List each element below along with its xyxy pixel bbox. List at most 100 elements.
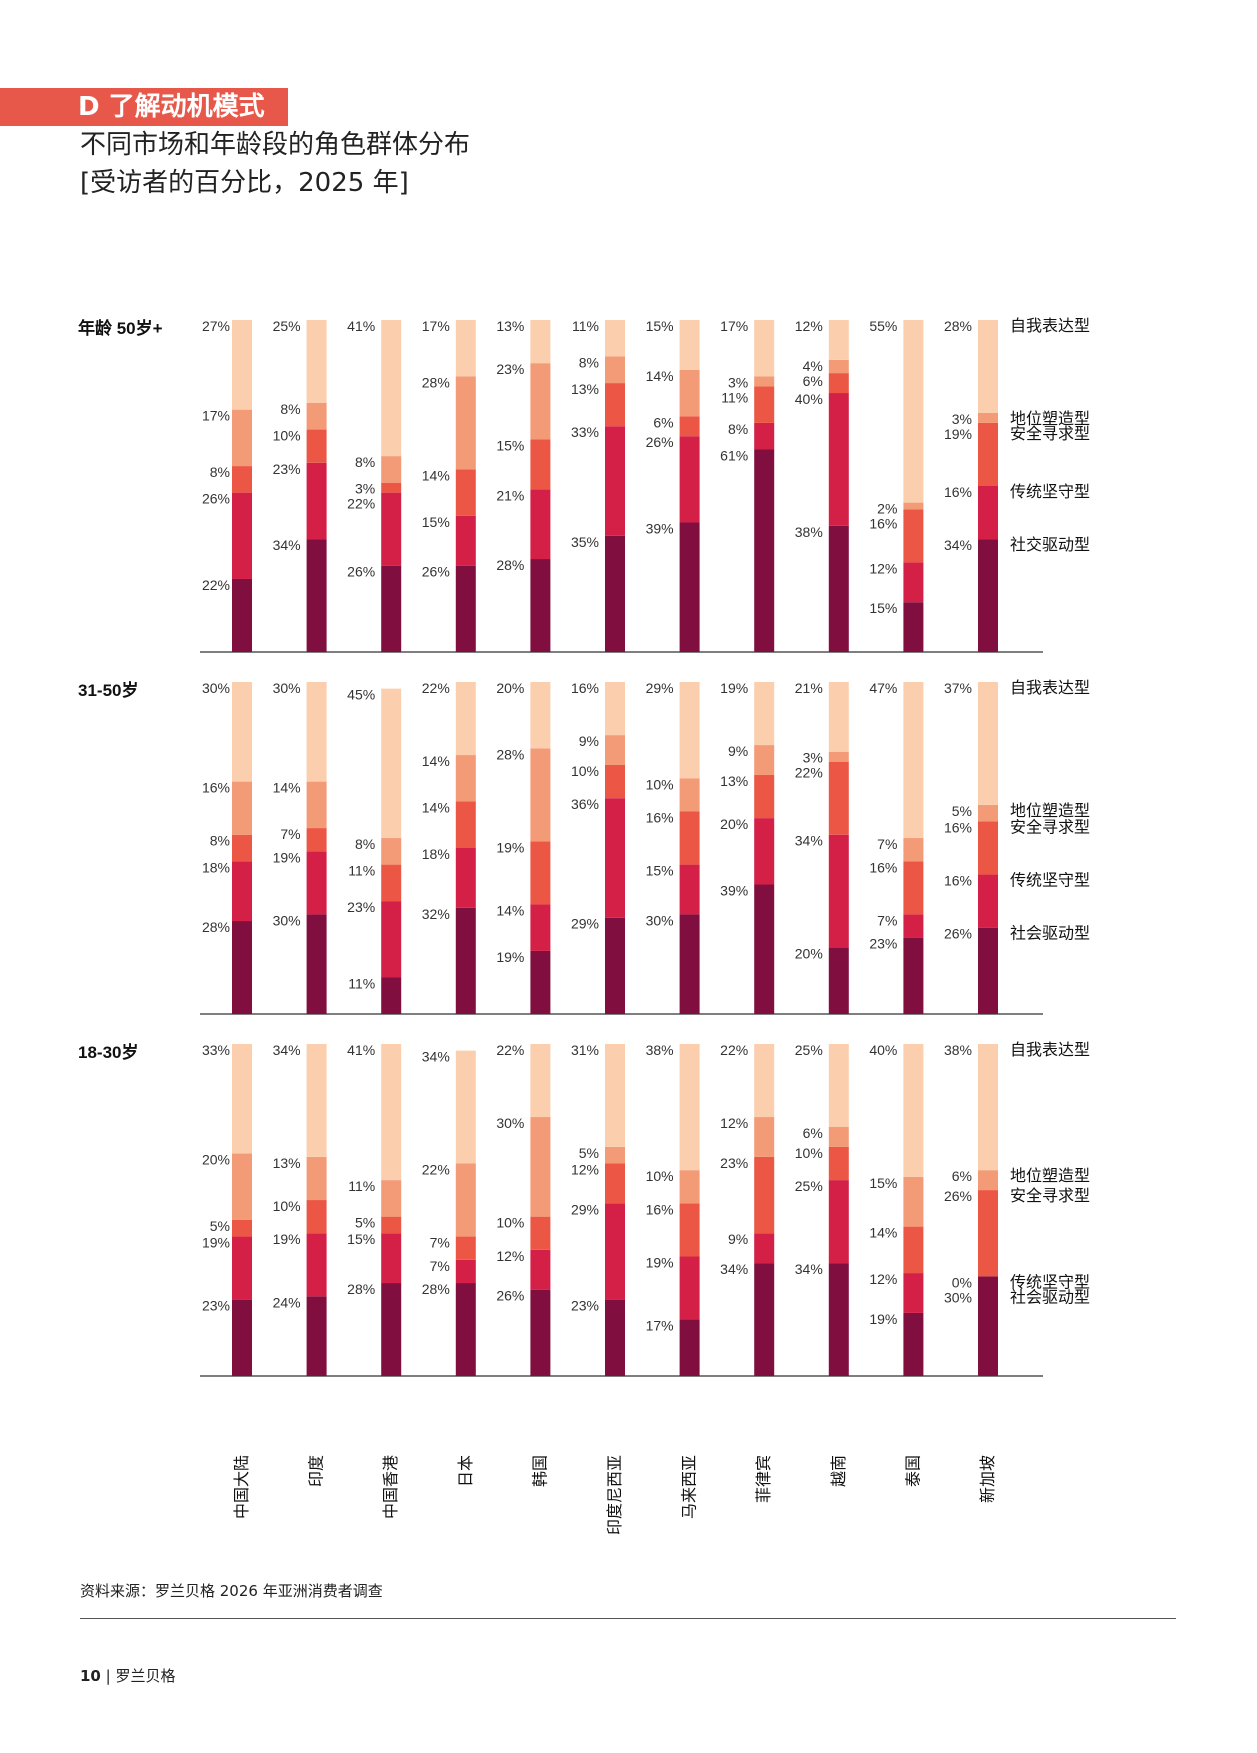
data-label: 17% [646,1318,674,1334]
data-label: 26% [422,564,450,580]
bar-segment [530,1117,551,1217]
data-label: 19% [720,680,748,696]
bar-segment [679,369,700,417]
bar-segment [679,682,700,779]
bar-segment [903,1273,924,1313]
data-label: 28% [422,1281,450,1297]
bar-segment [605,535,625,652]
bar-segment [530,748,551,842]
legend-label: 地位塑造型 [1010,1167,1090,1185]
bar-segment [978,1170,998,1191]
chart-title: 不同市场和年龄段的角色群体分布 [80,130,471,160]
data-label: 26% [496,1288,524,1304]
bar-segment [903,937,924,1014]
bar-segment [754,818,775,885]
legend-label: 安全寻求型 [1010,818,1090,836]
bar-segment [679,416,700,437]
bar-segment [828,682,849,752]
bar-segment [381,1216,402,1234]
data-label: 39% [646,521,674,537]
data-label: 6% [803,373,823,389]
bar-segment [978,804,998,822]
bar-segment [754,386,775,423]
bar-segment [679,320,700,370]
bar-segment [530,841,551,905]
bar-segment [903,502,924,510]
data-label: 31% [571,1042,599,1058]
data-label: 33% [202,1042,230,1058]
data-label: 10% [273,1198,301,1214]
data-label: 15% [869,600,897,616]
stacked-bar-chart: 年龄 50岁+ 27% 17% 8% 26% 22% 25% 8% 10% 23% 34% 41% 8%… [78,317,1090,1535]
data-label: 11% [348,1178,375,1194]
bar-segment [754,1117,775,1157]
data-label: 26% [944,1188,972,1204]
data-label: 10% [646,1168,674,1184]
bar-segment [754,745,775,775]
data-label: 10% [646,776,674,792]
data-label: 30% [202,680,230,696]
data-label: 13% [496,318,524,334]
data-label: 40% [869,1042,897,1058]
bar-segment [903,562,924,603]
data-label: 16% [944,819,972,835]
bar-segment [530,1289,551,1376]
data-label: 45% [347,687,375,703]
bar-segment [903,838,924,862]
publisher-name: 罗兰贝格 [115,1667,176,1685]
bar-segment [381,1283,402,1376]
category-label: 韩国 [531,1455,549,1487]
bar-segment [679,914,700,1014]
age-group-label: 年龄 50岁+ [78,318,163,338]
data-label: 27% [202,318,230,334]
age-group-label: 31-50岁 [78,680,138,700]
bar-segment [754,320,775,377]
data-label: 16% [202,780,230,796]
bar-segment [679,864,700,915]
data-label: 26% [646,434,674,450]
bar-segment [530,904,551,951]
bar-segment [232,409,252,467]
data-label: 8% [210,833,230,849]
bar-segment [828,1044,849,1127]
data-label: 20% [202,1152,230,1168]
bar-segment [828,373,849,394]
bar-segment [828,359,849,374]
data-label: 29% [646,680,674,696]
bar-segment [455,1236,476,1260]
data-label: 18% [422,846,450,862]
data-label: 22% [496,1042,524,1058]
bar-segment [306,1296,327,1376]
bar-segment [306,1044,327,1157]
bar-segment [381,688,402,839]
bar-segment [306,462,327,540]
data-label: 8% [355,454,375,470]
section-tag: D 了解动机模式 [0,88,288,126]
data-label: 29% [571,916,599,932]
data-label: 19% [202,1235,230,1251]
legend-label: 传统坚守型 [1010,483,1090,501]
bar-segment [232,921,252,1014]
bar-segment [605,1163,625,1204]
bar-segment [232,781,252,835]
category-label: 新加坡 [979,1455,997,1503]
bar-segment [679,522,700,652]
data-label: 14% [273,780,301,796]
bar-segment [903,861,924,915]
legend-label: 传统坚守型 [1010,1273,1090,1291]
bar-segment [232,466,252,493]
bar-segment [381,838,402,865]
data-label: 22% [202,577,230,593]
bar-segment [381,492,402,566]
bar-segment [754,682,775,746]
data-label: 16% [571,680,599,696]
source-note: 资料来源：罗兰贝格 2026 年亚洲消费者调查 [80,1582,383,1600]
data-label: 61% [720,447,748,463]
legend-label: 地位塑造型 [1010,802,1090,820]
bar-segment [605,426,625,536]
bar-segment [605,1146,625,1164]
data-label: 11% [721,389,748,405]
data-label: 38% [646,1042,674,1058]
data-label: 19% [496,839,524,855]
data-label: 15% [869,1175,897,1191]
